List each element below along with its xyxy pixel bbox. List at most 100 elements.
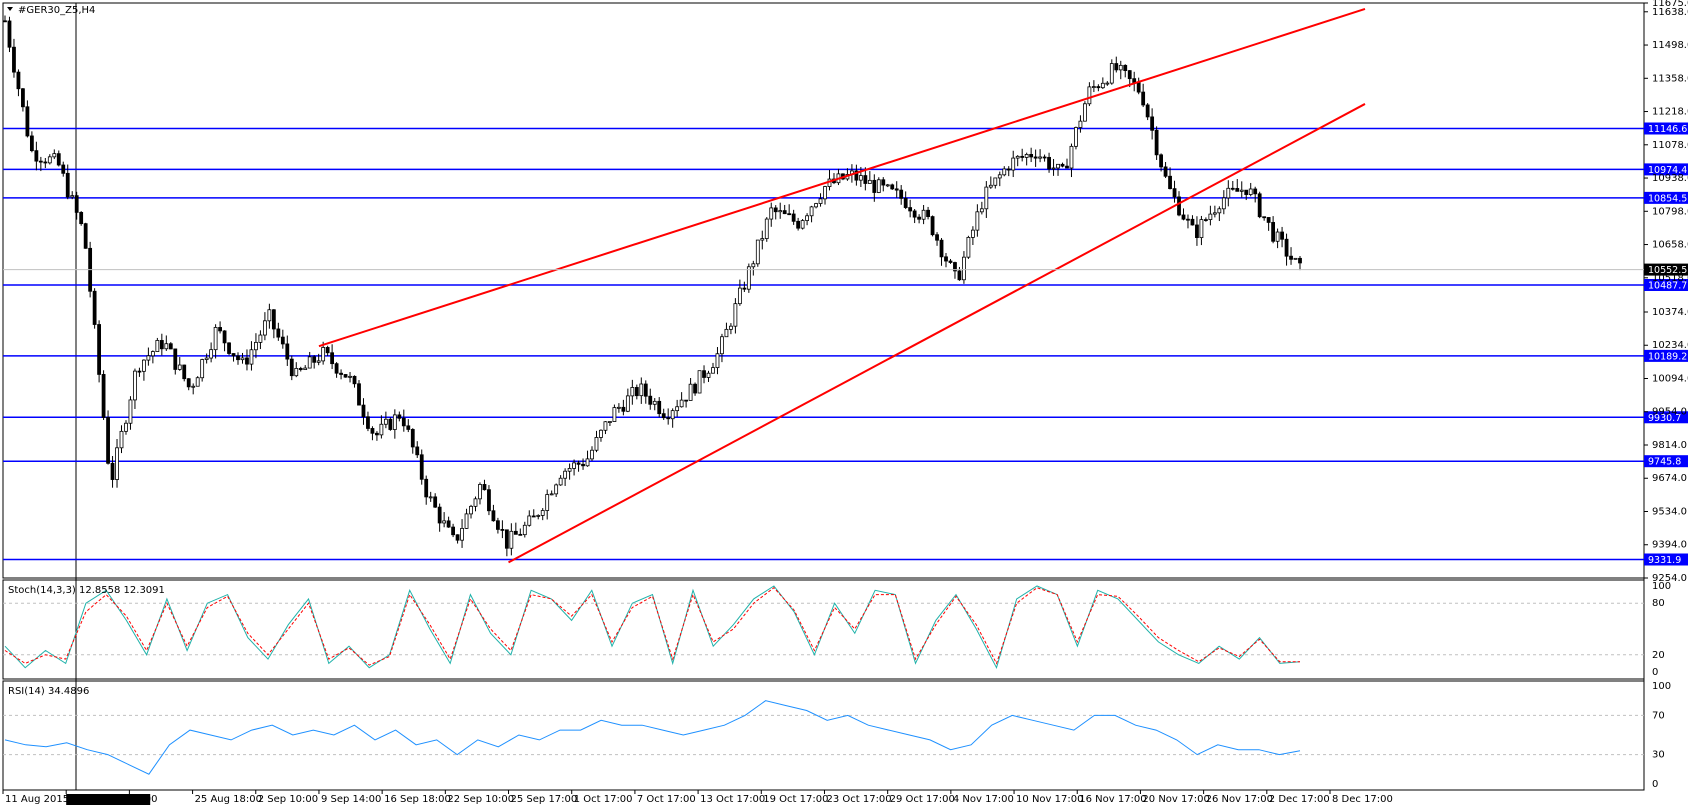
- candle-body: [348, 375, 352, 378]
- candle-body: [406, 425, 411, 430]
- price-tick-label: 11358.0: [1652, 73, 1688, 84]
- candle-body: [599, 429, 603, 438]
- candle-body: [970, 229, 975, 238]
- candle-body: [1163, 166, 1168, 177]
- candle-body: [720, 336, 724, 355]
- candle-body: [621, 406, 626, 412]
- candle-body: [903, 197, 908, 208]
- candle-body: [12, 46, 16, 73]
- candle-body: [688, 383, 693, 401]
- candle-body: [218, 327, 222, 332]
- candle-body: [307, 356, 312, 369]
- stoch-pane-frame: [2, 579, 1645, 680]
- candle-body: [531, 515, 536, 518]
- candle-body: [894, 188, 899, 191]
- candle-body: [594, 437, 599, 451]
- candle-body: [697, 370, 702, 394]
- candle-body: [769, 207, 774, 220]
- candle-body: [1217, 208, 1222, 214]
- price-tick-label: 10518.0: [1652, 273, 1688, 284]
- candle-body: [240, 357, 245, 361]
- price-tick-label: 10798.0: [1652, 206, 1688, 217]
- price-tick-label: 11498.0: [1652, 40, 1688, 51]
- candle-body: [823, 186, 827, 200]
- candle-body: [79, 211, 84, 225]
- time-tick-label: 7 Oct 17:00: [637, 794, 696, 805]
- time-tick-label: 13 Oct 17:00: [700, 794, 765, 805]
- candle-body: [236, 355, 240, 361]
- candle-body: [509, 530, 514, 549]
- candle-body: [258, 334, 263, 343]
- candle-body: [800, 220, 805, 229]
- time-tick-label: 16 Nov 17:00: [1079, 794, 1146, 805]
- level-tag: [1644, 278, 1688, 291]
- time-tick-label: 1 Oct 17:00: [574, 794, 633, 805]
- candle-body: [164, 343, 169, 350]
- time-tick-label: 2 Dec 17:00: [1269, 794, 1330, 805]
- candle-body: [1226, 187, 1231, 199]
- candle-body: [1298, 257, 1302, 264]
- candle-body: [1118, 64, 1123, 71]
- candle-body: [496, 520, 500, 530]
- candle-body: [249, 349, 254, 365]
- candle-body: [715, 353, 720, 369]
- price-tick-label: 10658.0: [1652, 240, 1688, 251]
- level-label: 80: [1652, 598, 1665, 609]
- candle-body: [61, 164, 66, 174]
- candle-body: [128, 399, 133, 424]
- candle-body: [545, 494, 550, 511]
- candle-body: [572, 462, 576, 469]
- candle-body: [379, 423, 384, 436]
- candle-body: [1199, 219, 1204, 239]
- candle-body: [576, 462, 581, 465]
- candle-body: [52, 153, 57, 158]
- candle-body: [1168, 175, 1172, 190]
- level-tag: [1644, 553, 1688, 566]
- candle-body: [1253, 188, 1258, 195]
- candle-body: [343, 374, 348, 378]
- candle-body: [1284, 238, 1289, 257]
- candle-body: [585, 458, 590, 467]
- candle-body: [863, 175, 868, 184]
- series-signal: [4, 587, 1300, 666]
- time-tick-label: 22 Sep 10:00: [447, 794, 514, 805]
- candle-body: [200, 359, 205, 379]
- time-tick-label: 8 Dec 17:00: [1332, 794, 1393, 805]
- candle-body: [1011, 157, 1016, 171]
- price-tick-label: 11638.0: [1652, 7, 1688, 18]
- candle-body: [1042, 156, 1047, 159]
- candle-body: [191, 385, 196, 388]
- candle-body: [410, 429, 415, 448]
- candle-body: [643, 383, 648, 397]
- candle-body: [899, 189, 904, 199]
- price-tick-label: 9674.0: [1652, 473, 1687, 484]
- candle-body: [1002, 168, 1007, 176]
- price-tick-label: 9814.0: [1652, 440, 1687, 451]
- candle-body: [173, 348, 178, 370]
- level-tag: [1644, 411, 1688, 424]
- rsi-pane-frame: [2, 680, 1645, 791]
- time-tick-label: 20: [131, 794, 144, 805]
- candle-body: [361, 404, 366, 418]
- candle-body: [21, 88, 25, 108]
- candle-body: [1266, 217, 1271, 223]
- candle-body: [16, 71, 21, 90]
- triangle-down-icon[interactable]: [7, 7, 13, 11]
- candle-body: [1239, 189, 1244, 192]
- candle-body: [612, 407, 617, 422]
- candle-body: [227, 342, 231, 354]
- price-tick-label: 11675.0: [1652, 0, 1688, 9]
- candle-body: [330, 352, 335, 365]
- candle-body: [155, 340, 160, 352]
- candle-body: [809, 206, 814, 217]
- candle-body: [1060, 163, 1065, 167]
- candle-body: [742, 287, 747, 290]
- candle-body: [1114, 63, 1119, 71]
- candle-body: [679, 399, 684, 408]
- trend-line-upper-channel: [318, 7, 1366, 348]
- candle-body: [625, 395, 630, 412]
- candle-body: [334, 363, 339, 374]
- candle-body: [29, 135, 34, 152]
- level-label: 100: [1652, 681, 1671, 692]
